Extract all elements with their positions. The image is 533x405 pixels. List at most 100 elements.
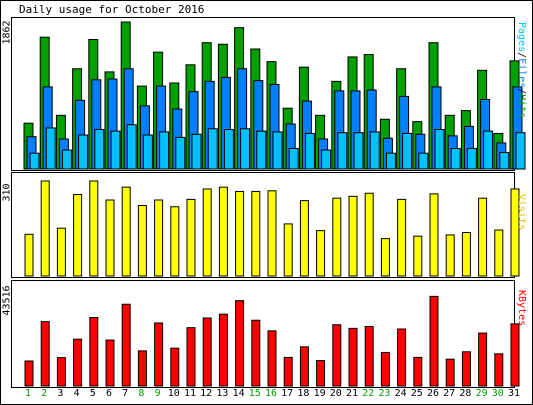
day-label-17: 17 xyxy=(281,388,294,399)
legend-kbytes: KBytes xyxy=(516,290,527,327)
bar-visits-31 xyxy=(510,188,520,277)
bar-visits-10 xyxy=(170,206,180,277)
bar-visits-23 xyxy=(380,238,390,277)
bar-pages-8 xyxy=(142,134,153,170)
day-label-10: 10 xyxy=(167,388,180,399)
bar-kbytes-22 xyxy=(364,326,374,387)
bar-visits-21 xyxy=(348,195,358,277)
hits-legend: Pages/Files/Hits xyxy=(516,22,527,118)
day-label-7: 7 xyxy=(122,388,129,399)
bar-kbytes-24 xyxy=(397,328,407,387)
day-label-28: 28 xyxy=(459,388,472,399)
bar-kbytes-4 xyxy=(73,338,83,387)
bar-visits-25 xyxy=(413,235,423,277)
day-label-20: 20 xyxy=(329,388,342,399)
bar-kbytes-6 xyxy=(105,339,115,387)
chart-title: Daily usage for October 2016 xyxy=(19,3,205,16)
day-label-30: 30 xyxy=(491,388,504,399)
visits-max-label: 310 xyxy=(1,183,13,202)
bar-visits-8 xyxy=(137,205,147,277)
bar-visits-3 xyxy=(56,227,66,277)
hits-chart xyxy=(23,21,526,170)
kbytes-legend: KBytes xyxy=(516,290,527,326)
bar-kbytes-13 xyxy=(218,313,228,387)
bar-pages-2 xyxy=(45,127,56,170)
bar-kbytes-20 xyxy=(332,324,342,387)
bar-visits-22 xyxy=(364,192,374,277)
bar-kbytes-14 xyxy=(235,300,245,387)
bar-visits-12 xyxy=(202,188,212,277)
bar-kbytes-21 xyxy=(348,327,358,387)
bar-pages-9 xyxy=(159,131,170,170)
day-label-15: 15 xyxy=(248,388,261,399)
day-label-13: 13 xyxy=(216,388,229,399)
bar-pages-28 xyxy=(466,147,477,170)
day-label-2: 2 xyxy=(41,388,48,399)
bar-visits-15 xyxy=(251,190,261,277)
day-label-18: 18 xyxy=(297,388,310,399)
day-label-25: 25 xyxy=(410,388,423,399)
bar-visits-28 xyxy=(461,231,471,277)
bar-pages-12 xyxy=(207,128,218,170)
bar-visits-30 xyxy=(494,229,504,277)
bar-pages-19 xyxy=(321,149,332,170)
bar-kbytes-7 xyxy=(121,303,131,387)
bar-visits-13 xyxy=(218,186,228,277)
day-label-4: 4 xyxy=(73,388,80,399)
bar-pages-1 xyxy=(29,152,40,170)
bar-kbytes-16 xyxy=(267,330,277,387)
day-label-31: 31 xyxy=(507,388,521,399)
bar-visits-5 xyxy=(89,180,99,277)
day-label-22: 22 xyxy=(362,388,375,399)
kbytes-panel xyxy=(11,280,520,388)
bar-pages-29 xyxy=(483,130,494,170)
bar-pages-20 xyxy=(337,132,348,170)
bar-pages-15 xyxy=(256,130,267,170)
bar-visits-29 xyxy=(478,197,488,277)
bar-pages-14 xyxy=(240,128,251,170)
day-label-8: 8 xyxy=(138,388,145,399)
bar-pages-7 xyxy=(126,124,137,170)
day-label-27: 27 xyxy=(443,388,456,399)
bar-kbytes-18 xyxy=(299,346,309,387)
day-label-5: 5 xyxy=(89,388,96,399)
day-label-6: 6 xyxy=(105,388,113,399)
bar-pages-18 xyxy=(304,132,315,170)
bar-kbytes-11 xyxy=(186,327,196,387)
day-label-14: 14 xyxy=(232,388,245,399)
bar-visits-6 xyxy=(105,199,115,277)
bar-kbytes-10 xyxy=(170,347,180,387)
hits-panel xyxy=(11,17,526,171)
bar-kbytes-1 xyxy=(24,360,34,387)
bar-visits-19 xyxy=(316,230,326,277)
bar-kbytes-5 xyxy=(89,317,99,387)
bar-kbytes-23 xyxy=(380,351,390,387)
visits-chart xyxy=(24,180,520,277)
bar-kbytes-26 xyxy=(429,295,439,387)
bar-visits-4 xyxy=(73,193,83,277)
day-label-21: 21 xyxy=(345,388,359,399)
bar-kbytes-19 xyxy=(316,360,326,387)
bar-visits-11 xyxy=(186,198,196,277)
day-label-12: 12 xyxy=(200,388,213,399)
day-axis: 1 2 3 4 5 6 7 8 9 10 11 12 13 14 15 16 17 18 19 20 21 22 23 24 2… xyxy=(11,388,520,402)
day-label-3: 3 xyxy=(57,388,64,399)
legend-files: Files xyxy=(516,58,527,89)
bar-pages-26 xyxy=(434,129,445,170)
bar-kbytes-28 xyxy=(461,351,471,387)
bar-kbytes-9 xyxy=(154,322,164,387)
legend-hits: Hits xyxy=(516,94,527,119)
legend-pages: Pages xyxy=(516,22,527,53)
bar-pages-16 xyxy=(272,131,283,170)
day-label-16: 16 xyxy=(264,388,278,399)
bar-pages-4 xyxy=(78,134,89,170)
bar-visits-14 xyxy=(235,190,245,277)
bar-visits-16 xyxy=(267,190,277,277)
legend-visits: Visits xyxy=(516,194,527,231)
day-label-11: 11 xyxy=(183,388,197,399)
bar-kbytes-27 xyxy=(445,358,455,387)
day-label-26: 26 xyxy=(426,388,440,399)
day-label-19: 19 xyxy=(313,388,326,399)
bar-visits-17 xyxy=(283,223,293,277)
bar-pages-6 xyxy=(110,130,121,170)
